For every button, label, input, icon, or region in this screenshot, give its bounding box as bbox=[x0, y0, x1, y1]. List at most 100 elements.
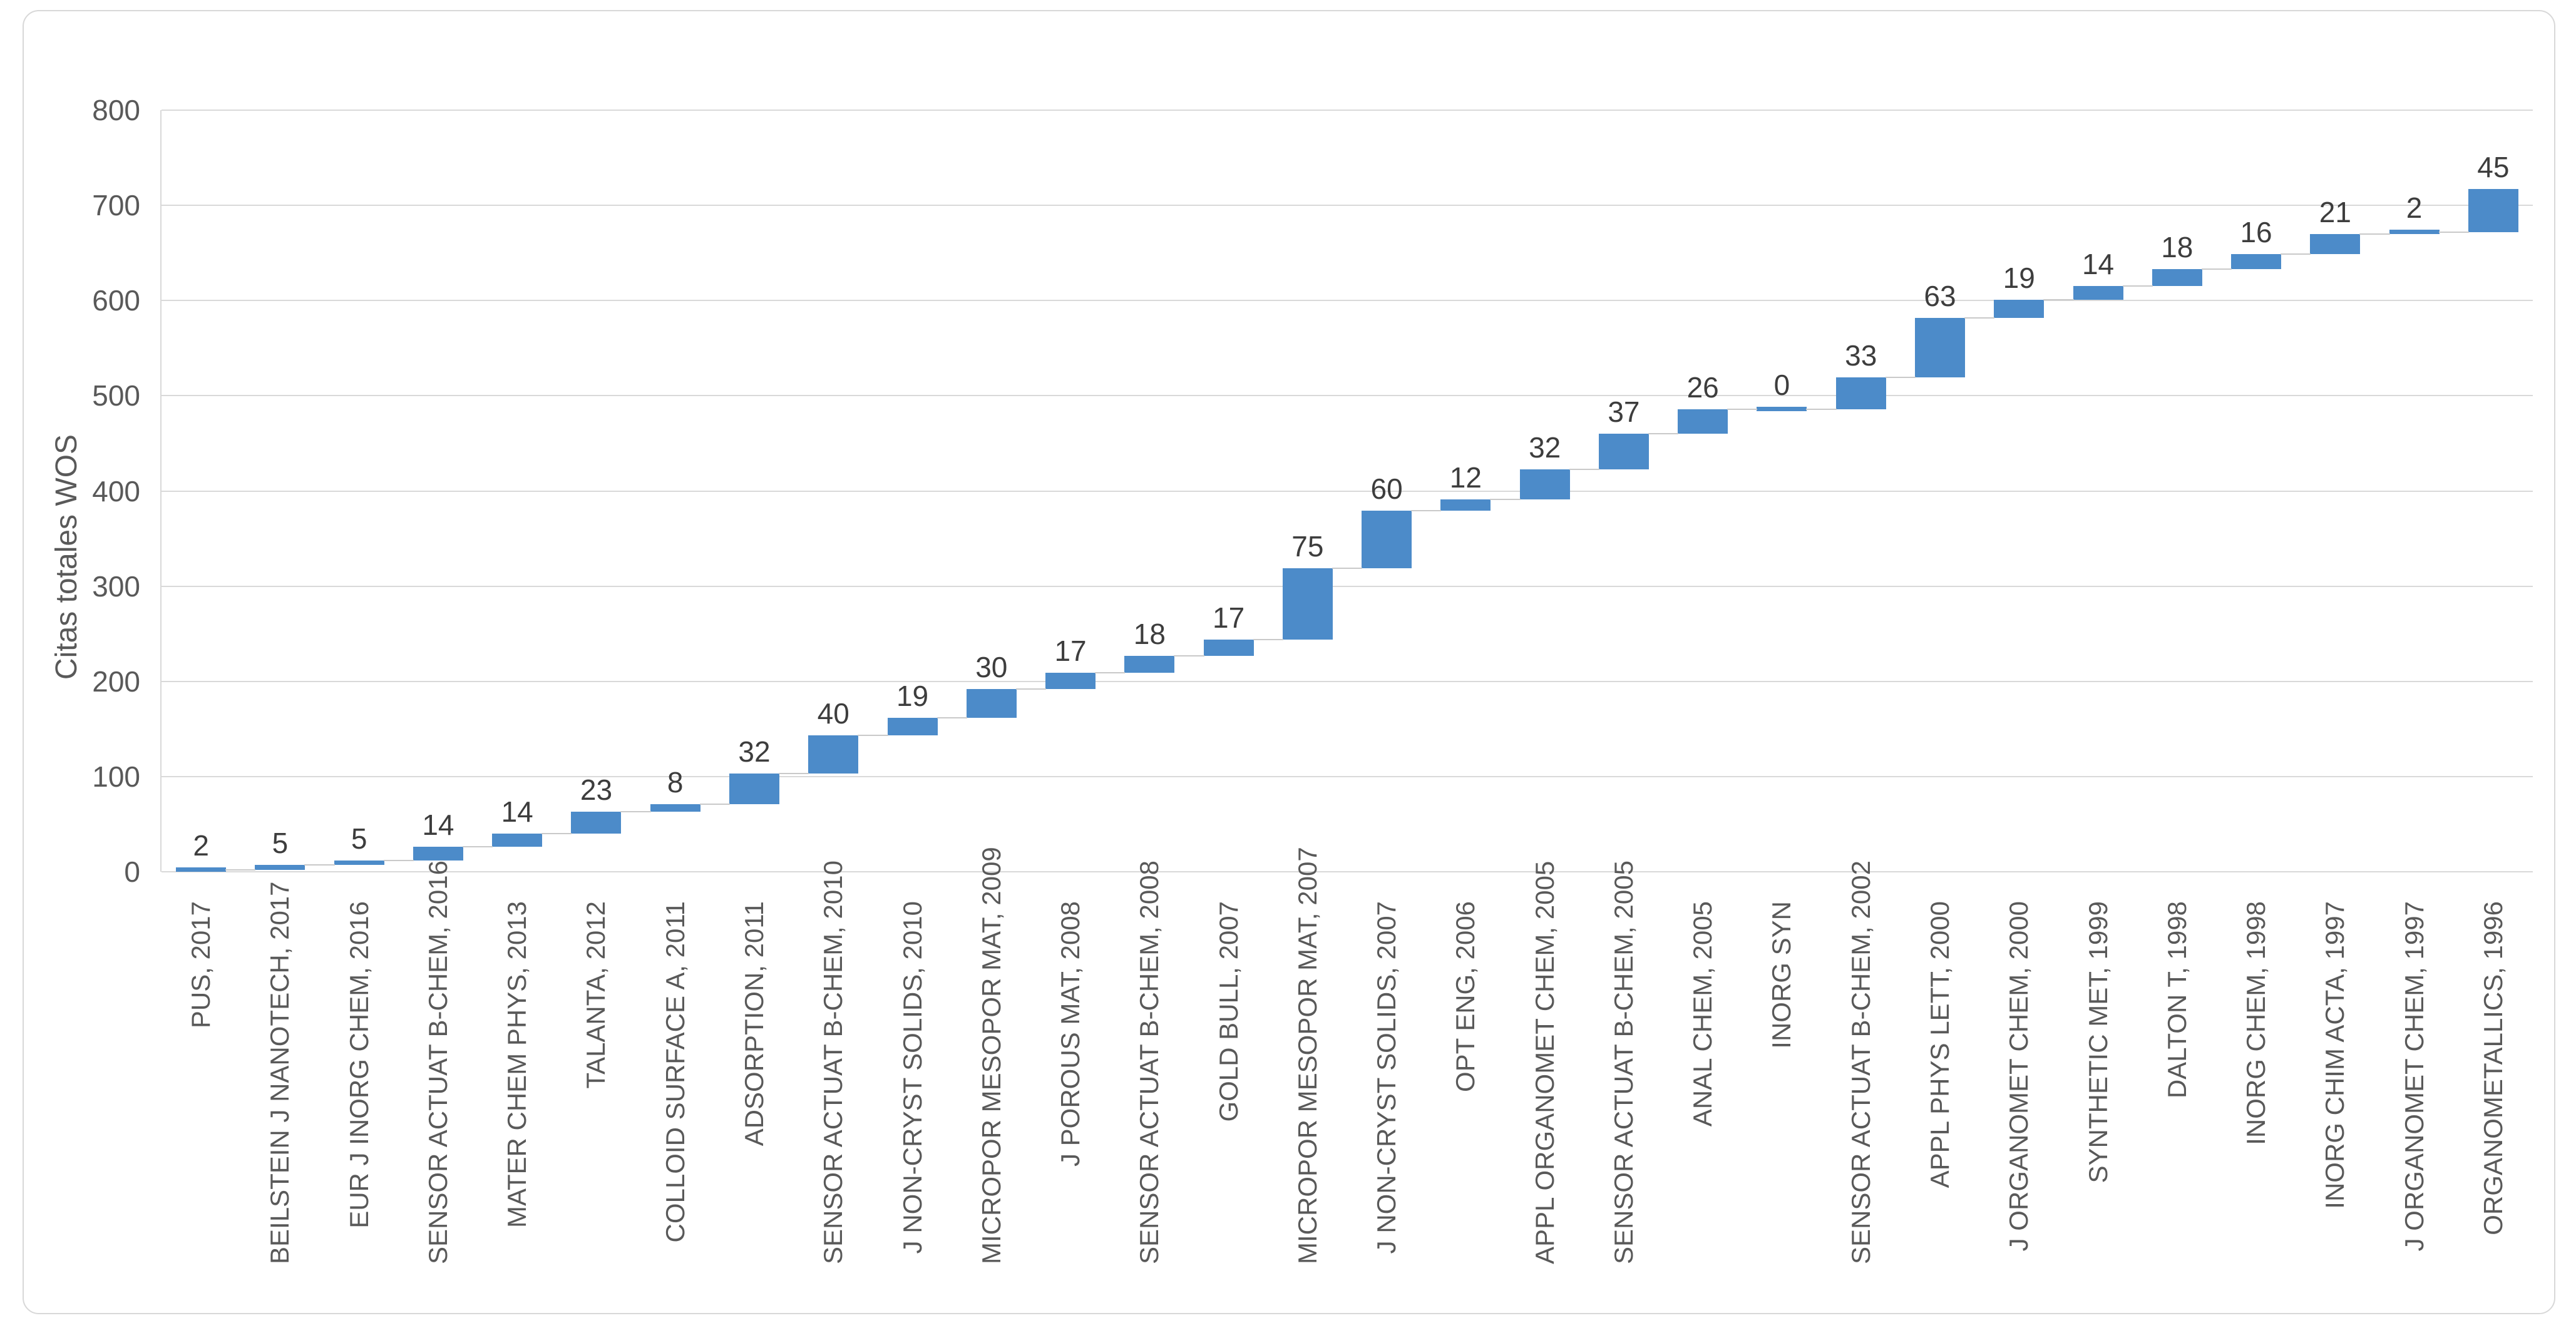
bar bbox=[1203, 639, 1254, 656]
x-category-label: EUR J INORG CHEM, 2016 bbox=[344, 901, 374, 1228]
bar-value-label: 18 bbox=[2161, 231, 2194, 264]
gridline bbox=[162, 680, 2533, 682]
connector-line bbox=[225, 869, 256, 871]
y-tick-label: 700 bbox=[92, 189, 140, 222]
bar-value-label: 2 bbox=[2406, 192, 2423, 225]
bar bbox=[2231, 253, 2282, 270]
bar-value-label: 17 bbox=[1054, 635, 1087, 668]
y-tick-label: 300 bbox=[92, 569, 140, 603]
bar-value-label: 63 bbox=[1924, 279, 1956, 312]
bar-value-label: 33 bbox=[1845, 339, 1877, 372]
x-category-label: ADSORPTION, 2011 bbox=[739, 901, 769, 1147]
connector-line bbox=[541, 833, 572, 835]
bar bbox=[1519, 469, 1570, 500]
bar bbox=[2389, 230, 2440, 235]
bar-value-label: 18 bbox=[1133, 617, 1166, 650]
bar-value-label: 14 bbox=[422, 809, 454, 842]
bar bbox=[1362, 511, 1412, 568]
connector-line bbox=[2359, 233, 2390, 235]
x-category-label: INORG CHIM ACTA, 1997 bbox=[2320, 901, 2350, 1209]
connector-line bbox=[2281, 253, 2311, 255]
gridline bbox=[162, 490, 2533, 492]
bar bbox=[1757, 407, 1807, 412]
x-category-label: INORG SYN bbox=[1767, 901, 1797, 1049]
bar bbox=[1282, 568, 1333, 640]
gridline bbox=[162, 871, 2533, 872]
bar-value-label: 26 bbox=[1686, 370, 1719, 404]
x-category-label: DALTON T, 1998 bbox=[2162, 901, 2192, 1099]
bar-value-label: 17 bbox=[1213, 601, 1245, 634]
bar bbox=[2152, 269, 2202, 287]
y-tick-label: 800 bbox=[92, 94, 140, 126]
x-category-label: BEILSTEIN J NANOTECH, 2017 bbox=[265, 881, 295, 1264]
x-category-label: SENSOR ACTUAT B-CHEM, 2005 bbox=[1608, 861, 1638, 1264]
connector-line bbox=[1727, 408, 1758, 410]
connector-line bbox=[462, 846, 493, 848]
bar bbox=[2468, 189, 2518, 232]
x-category-label: PUS, 2017 bbox=[186, 901, 216, 1029]
bar bbox=[729, 774, 779, 804]
bar-value-label: 60 bbox=[1370, 472, 1403, 506]
y-tick-label: 0 bbox=[124, 855, 140, 888]
bar-value-label: 12 bbox=[1449, 461, 1482, 494]
bar bbox=[1045, 673, 1096, 689]
bar-value-label: 8 bbox=[667, 765, 684, 799]
connector-line bbox=[1964, 317, 1995, 319]
bar-value-label: 32 bbox=[1529, 431, 1561, 464]
connector-line bbox=[1648, 433, 1679, 435]
bar-value-label: 45 bbox=[2477, 151, 2510, 184]
x-category-label: SENSOR ACTUAT B-CHEM, 2016 bbox=[423, 861, 453, 1264]
x-category-label: APPL ORGANOMET CHEM, 2005 bbox=[1529, 861, 1559, 1264]
bar bbox=[887, 717, 938, 736]
connector-line bbox=[620, 811, 651, 813]
gridline bbox=[162, 585, 2533, 587]
x-category-label: J NON-CRYST SOLIDS, 2007 bbox=[1372, 901, 1402, 1254]
y-tick-label: 200 bbox=[92, 665, 140, 698]
bar-value-label: 19 bbox=[2003, 261, 2035, 294]
bar bbox=[1835, 377, 1886, 409]
gridline bbox=[162, 300, 2533, 302]
x-category-label: GOLD BULL, 2007 bbox=[1213, 901, 1243, 1122]
connector-line bbox=[1253, 638, 1283, 640]
x-category-label: ORGANOMETALLICS, 1996 bbox=[2478, 901, 2508, 1235]
connector-line bbox=[1095, 672, 1126, 674]
x-category-label: SENSOR ACTUAT B-CHEM, 2010 bbox=[818, 861, 848, 1264]
bar-value-label: 23 bbox=[580, 774, 613, 807]
x-category-label: J ORGANOMET CHEM, 2000 bbox=[2004, 901, 2034, 1252]
bar-value-label: 40 bbox=[817, 697, 849, 730]
x-category-label: J POROUS MAT, 2008 bbox=[1055, 901, 1085, 1167]
bar bbox=[1598, 434, 1649, 469]
connector-line bbox=[383, 859, 414, 861]
x-category-label: J NON-CRYST SOLIDS, 2010 bbox=[897, 901, 927, 1254]
connector-line bbox=[1411, 510, 1442, 512]
bar bbox=[492, 834, 543, 847]
bar bbox=[1678, 409, 1728, 434]
x-category-label: INORG CHEM, 1998 bbox=[2241, 901, 2271, 1145]
connector-line bbox=[304, 864, 335, 866]
x-category-label: MATER CHEM PHYS, 2013 bbox=[502, 901, 532, 1228]
connector-line bbox=[699, 803, 730, 805]
bar-value-label: 14 bbox=[501, 795, 533, 829]
x-category-label: OPT ENG, 2006 bbox=[1450, 901, 1480, 1093]
x-category-label: SENSOR ACTUAT B-CHEM, 2008 bbox=[1134, 861, 1164, 1264]
connector-line bbox=[2122, 285, 2153, 287]
bar-value-label: 19 bbox=[896, 679, 929, 712]
bar bbox=[650, 804, 700, 812]
bar bbox=[1994, 299, 2045, 318]
connector-line bbox=[1806, 408, 1837, 410]
bar bbox=[413, 847, 463, 861]
chart-frame bbox=[23, 10, 2555, 1314]
bar-value-label: 30 bbox=[975, 650, 1008, 683]
x-category-label: ANAL CHEM, 2005 bbox=[1688, 901, 1718, 1127]
connector-line bbox=[2043, 299, 2074, 300]
bar-value-label: 16 bbox=[2240, 215, 2272, 248]
connector-line bbox=[936, 717, 967, 718]
gridline bbox=[162, 395, 2533, 397]
bar bbox=[1124, 655, 1175, 673]
connector-line bbox=[1015, 688, 1047, 690]
connector-line bbox=[1569, 468, 1599, 470]
bar-value-label: 75 bbox=[1291, 529, 1324, 563]
bar bbox=[2310, 233, 2361, 254]
